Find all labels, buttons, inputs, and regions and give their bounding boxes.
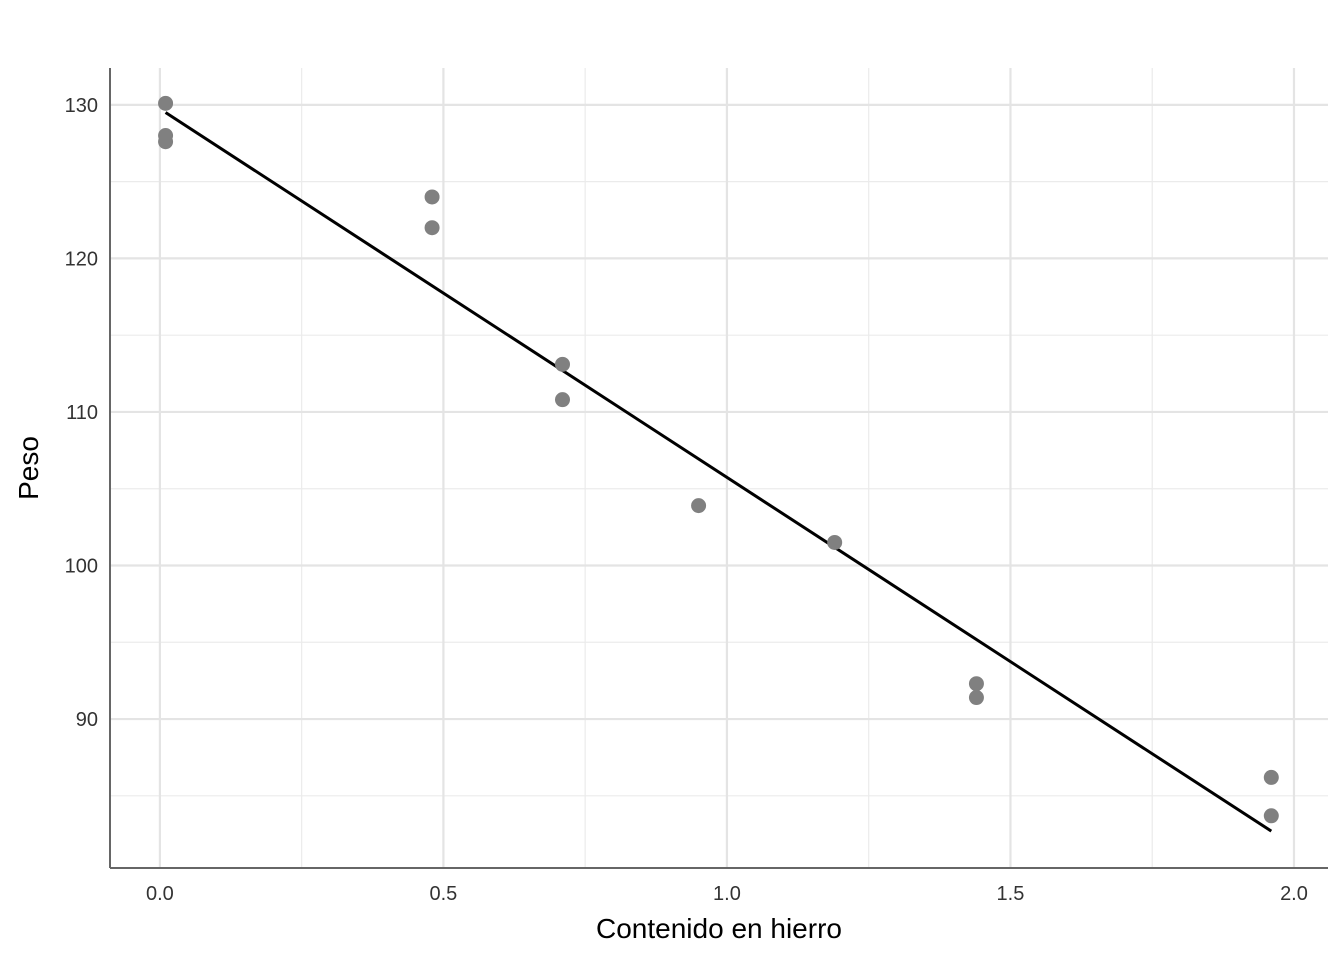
x-tick-label: 1.5 [997,883,1025,905]
y-tick-label: 130 [65,95,98,117]
data-point [968,676,984,692]
data-point [691,498,707,514]
y-tick-label: 90 [76,709,98,731]
regression-line [164,111,1273,833]
y-axis-label: Peso [13,436,44,500]
y-tick-label: 110 [66,402,98,424]
data-point [554,356,570,372]
y-tick-label: 120 [65,248,98,270]
data-point [158,95,174,111]
points [158,95,1279,824]
grid [110,68,1328,868]
x-axis-label: Contenido en hierro [596,913,842,944]
data-point [827,534,843,550]
x-tick-label: 0.0 [146,883,174,905]
data-point [968,690,984,706]
data-point [554,392,570,408]
regression-line-group [164,111,1273,833]
data-point [424,189,440,205]
x-tick-label: 1.0 [713,883,741,905]
data-point [158,134,174,150]
data-point [1263,808,1279,824]
tick-labels: 0.0 0.5 1.0 1.5 2.0 90 100 110 120 130 [65,95,1308,905]
x-tick-label: 0.5 [430,883,458,905]
data-point [1263,769,1279,785]
x-tick-label: 2.0 [1280,883,1308,905]
y-tick-label: 100 [65,556,98,578]
data-point [424,220,440,236]
